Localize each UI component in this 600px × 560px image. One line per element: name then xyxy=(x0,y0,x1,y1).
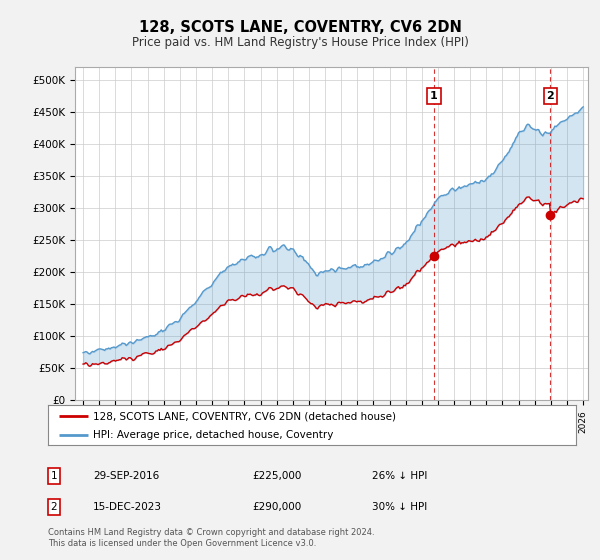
Text: 15-DEC-2023: 15-DEC-2023 xyxy=(93,502,162,512)
Text: 30% ↓ HPI: 30% ↓ HPI xyxy=(372,502,427,512)
Text: Contains HM Land Registry data © Crown copyright and database right 2024.
This d: Contains HM Land Registry data © Crown c… xyxy=(48,528,374,548)
Text: 26% ↓ HPI: 26% ↓ HPI xyxy=(372,471,427,481)
Text: HPI: Average price, detached house, Coventry: HPI: Average price, detached house, Cove… xyxy=(93,430,333,440)
Text: 2: 2 xyxy=(547,91,554,101)
Text: £290,000: £290,000 xyxy=(252,502,301,512)
Text: 1: 1 xyxy=(430,91,438,101)
Text: Price paid vs. HM Land Registry's House Price Index (HPI): Price paid vs. HM Land Registry's House … xyxy=(131,36,469,49)
Text: 2: 2 xyxy=(50,502,58,512)
Text: £225,000: £225,000 xyxy=(252,471,301,481)
Text: 29-SEP-2016: 29-SEP-2016 xyxy=(93,471,159,481)
Text: 128, SCOTS LANE, COVENTRY, CV6 2DN: 128, SCOTS LANE, COVENTRY, CV6 2DN xyxy=(139,20,461,35)
Text: 128, SCOTS LANE, COVENTRY, CV6 2DN (detached house): 128, SCOTS LANE, COVENTRY, CV6 2DN (deta… xyxy=(93,411,396,421)
Text: 1: 1 xyxy=(50,471,58,481)
